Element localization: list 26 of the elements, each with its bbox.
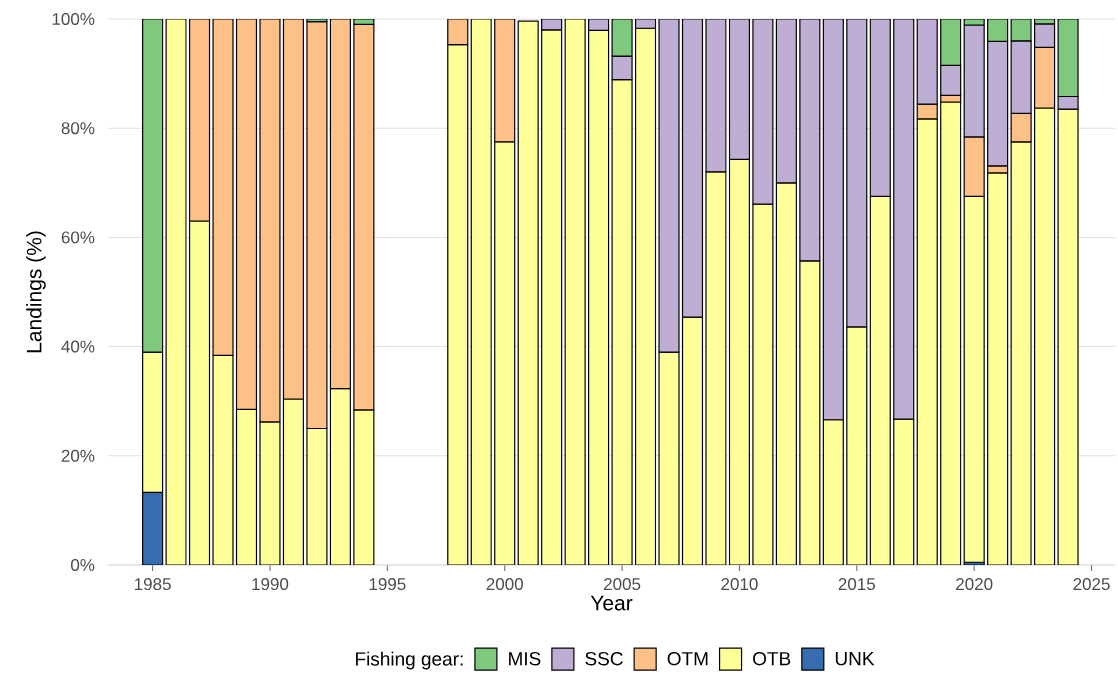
x-tick-label: 2020: [956, 578, 993, 591]
legend-label: MIS: [509, 651, 541, 666]
x-tick-label: 2015: [838, 578, 875, 591]
y-axis-title: Landings (%): [26, 231, 46, 353]
x-tick-label: 1990: [252, 578, 289, 591]
legend-label: OTM: [667, 651, 708, 666]
x-tick-label: 2005: [604, 578, 641, 591]
y-tick-label: 60%: [61, 231, 95, 244]
x-tick-label: 2025: [1073, 578, 1110, 591]
legend-label: UNK: [835, 652, 875, 666]
x-tick-label: 1985: [134, 578, 171, 591]
y-tick-label: 100%: [52, 12, 95, 25]
y-tick-label: 80%: [61, 122, 95, 135]
y-tick-label: 40%: [61, 340, 95, 353]
x-tick-label: 2000: [486, 578, 523, 591]
bar: [564, 18, 586, 565]
legend-title: Fishing gear:: [356, 651, 463, 670]
x-tick-label: 2010: [721, 578, 758, 591]
legend-label: OTB: [753, 651, 791, 666]
bar: [470, 18, 492, 565]
legend-label: SSC: [585, 651, 623, 666]
y-tick-label: 0%: [71, 558, 95, 571]
y-tick-label: 20%: [61, 449, 95, 462]
bar: [165, 18, 187, 565]
x-axis-title: Year: [590, 595, 633, 611]
x-tick-label: 1995: [369, 578, 406, 591]
